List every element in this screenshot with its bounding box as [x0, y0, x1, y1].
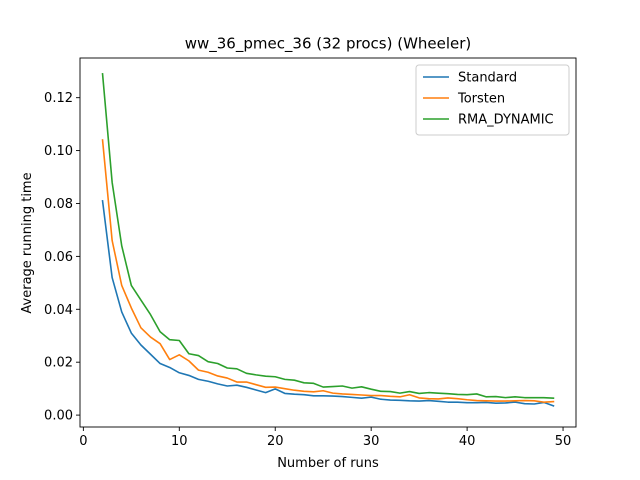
- y-axis-ticks: 0.00 0.02 0.04 0.06 0.08 0.10 0.12: [44, 91, 80, 424]
- x-tick-label: 50: [555, 434, 572, 449]
- series-line-rma-dynamic: [101, 73, 555, 400]
- y-tick-label: 0.00: [44, 409, 73, 424]
- y-tick-label: 0.04: [44, 303, 73, 318]
- legend-label: Standard: [458, 71, 517, 86]
- y-tick-label: 0.02: [44, 356, 73, 371]
- chart-title: ww_36_pmec_36 (32 procs) (Wheeler): [185, 35, 472, 54]
- y-axis-label: Average running time: [20, 172, 35, 313]
- x-tick-label: 20: [267, 434, 284, 449]
- plot-area: [101, 73, 555, 407]
- x-tick-label: 30: [363, 434, 380, 449]
- legend: Standard Torsten RMA_DYNAMIC: [415, 64, 570, 136]
- y-tick-label: 0.06: [44, 250, 73, 265]
- legend-label: RMA_DYNAMIC: [458, 113, 554, 128]
- y-tick-label: 0.12: [44, 91, 73, 106]
- series-line-torsten: [101, 139, 555, 403]
- legend-box: [415, 64, 570, 136]
- y-tick-label: 0.08: [44, 197, 73, 212]
- x-tick-label: 0: [79, 434, 87, 449]
- legend-label: Torsten: [457, 92, 505, 107]
- x-tick-label: 10: [171, 434, 188, 449]
- y-tick-label: 0.10: [44, 144, 73, 159]
- x-tick-label: 40: [459, 434, 476, 449]
- x-axis-label: Number of runs: [277, 456, 379, 471]
- x-axis-ticks: 0 10 20 30 40 50: [79, 427, 571, 449]
- series-line-standard: [101, 199, 555, 407]
- axes-frame: [79, 57, 577, 428]
